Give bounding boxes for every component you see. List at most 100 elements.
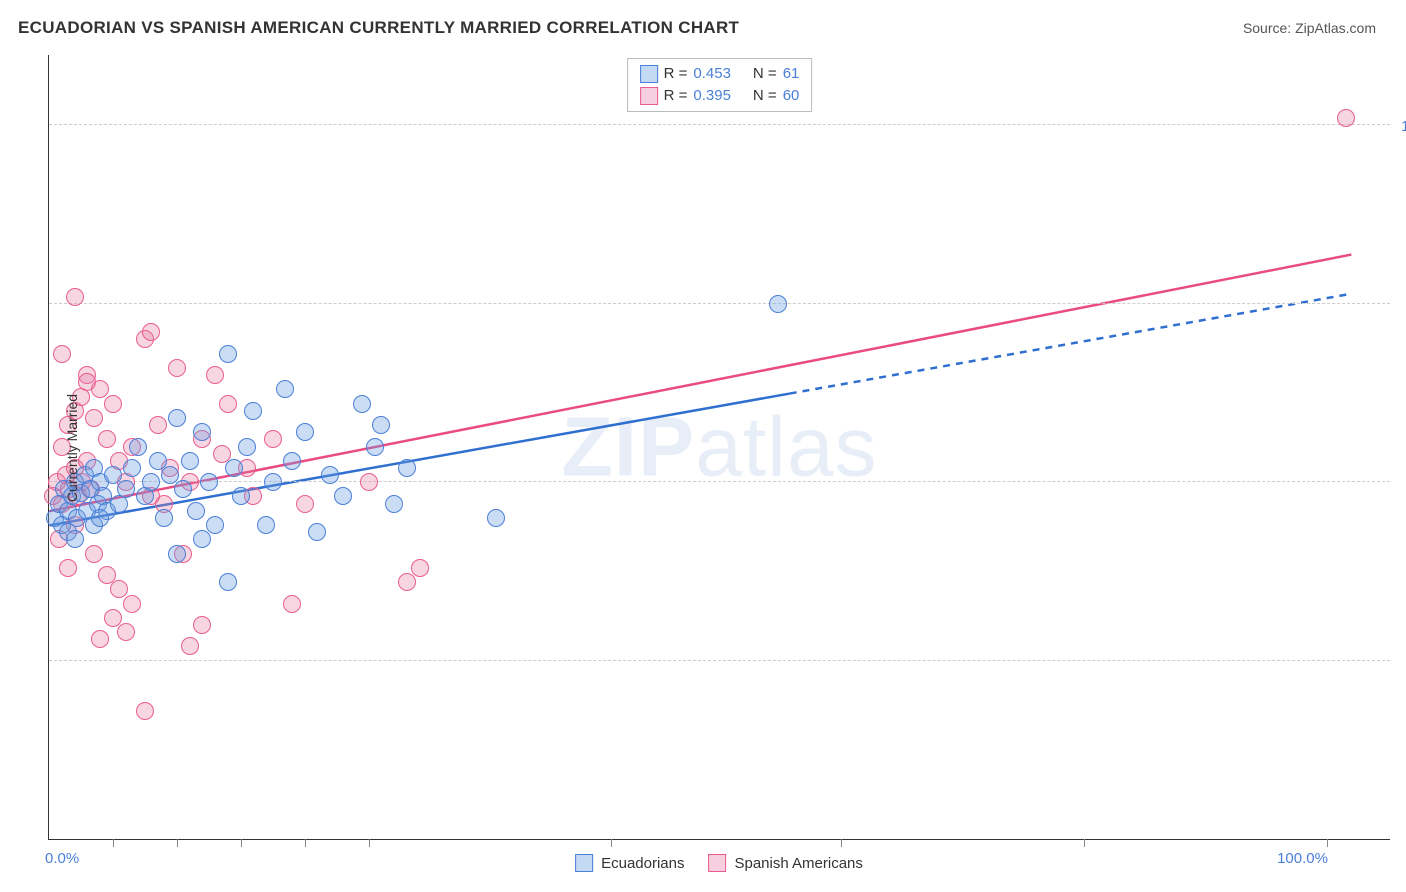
data-point [411,559,429,577]
data-point [136,702,154,720]
data-point [206,516,224,534]
data-point [168,409,186,427]
y-tick-label: 75.0% [1396,297,1406,314]
legend-swatch [640,87,658,105]
chart-header: ECUADORIAN VS SPANISH AMERICAN CURRENTLY… [0,0,1406,48]
data-point [187,502,205,520]
gridline [49,303,1390,304]
data-point [257,516,275,534]
data-point [66,530,84,548]
data-point [264,473,282,491]
data-point [193,423,211,441]
y-axis-label: Currently Married [64,393,80,501]
data-point [385,495,403,513]
legend-swatch [640,65,658,83]
chart-area: ZIPatlas R = 0.453N = 61R = 0.395N = 60 … [48,55,1390,840]
source-label: Source: ZipAtlas.com [1243,20,1376,36]
data-point [181,452,199,470]
data-point [1337,109,1355,127]
data-point [487,509,505,527]
legend-label: Ecuadorians [601,855,684,872]
legend-swatch [575,854,593,872]
data-point [206,366,224,384]
data-point [78,373,96,391]
data-point [168,359,186,377]
data-point [372,416,390,434]
data-point [142,473,160,491]
x-tick [177,839,178,847]
gridline [49,124,1390,125]
data-point [53,345,71,363]
data-point [85,545,103,563]
chart-title: ECUADORIAN VS SPANISH AMERICAN CURRENTLY… [18,18,739,38]
data-point [193,530,211,548]
x-tick [369,839,370,847]
legend-label: Spanish Americans [734,855,862,872]
x-tick [1084,839,1085,847]
gridline [49,481,1390,482]
data-point [219,395,237,413]
data-point [360,473,378,491]
data-point [123,459,141,477]
data-point [59,559,77,577]
data-point [264,430,282,448]
data-point [769,295,787,313]
data-point [85,409,103,427]
data-point [334,487,352,505]
stats-row: R = 0.453N = 61 [640,63,800,85]
x-tick [113,839,114,847]
x-tick-label: 0.0% [45,850,79,867]
data-point [117,623,135,641]
data-point [321,466,339,484]
data-point [91,630,109,648]
data-point [174,480,192,498]
data-point [232,487,250,505]
stats-legend: R = 0.453N = 61R = 0.395N = 60 [627,58,813,112]
data-point [296,495,314,513]
data-point [200,473,218,491]
data-point [142,323,160,341]
x-tick [841,839,842,847]
data-point [66,288,84,306]
x-tick [611,839,612,847]
data-point [219,345,237,363]
gridline [49,660,1390,661]
y-tick-label: 100.0% [1396,118,1406,135]
data-point [181,637,199,655]
data-point [155,509,173,527]
data-point [149,416,167,434]
legend-item: Spanish Americans [708,854,862,872]
x-tick [305,839,306,847]
data-point [398,573,416,591]
data-point [168,545,186,563]
data-point [123,595,141,613]
series-legend: Ecuadorians Spanish Americans [575,854,863,872]
data-point [219,573,237,591]
data-point [91,509,109,527]
legend-item: Ecuadorians [575,854,684,872]
x-tick [241,839,242,847]
data-point [366,438,384,456]
y-tick-label: 25.0% [1396,654,1406,671]
plot-region: ZIPatlas R = 0.453N = 61R = 0.395N = 60 … [48,55,1390,840]
stats-row: R = 0.395N = 60 [640,85,800,107]
x-tick-label: 100.0% [1277,850,1328,867]
data-point [225,459,243,477]
data-point [283,452,301,470]
data-point [193,616,211,634]
data-point [276,380,294,398]
x-tick [1327,839,1328,847]
data-point [296,423,314,441]
y-tick-label: 50.0% [1396,475,1406,492]
data-point [238,438,256,456]
data-point [98,430,116,448]
legend-swatch [708,854,726,872]
data-point [104,395,122,413]
data-point [353,395,371,413]
data-point [117,480,135,498]
data-point [283,595,301,613]
data-point [398,459,416,477]
data-point [308,523,326,541]
data-point [244,402,262,420]
data-point [129,438,147,456]
